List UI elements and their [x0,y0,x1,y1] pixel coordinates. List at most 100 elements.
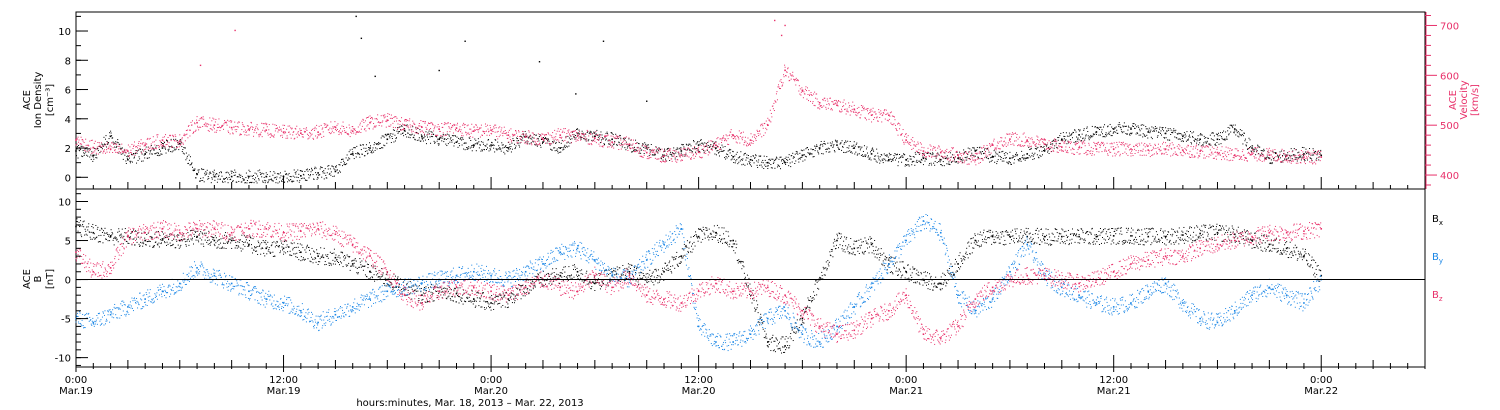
trace-dot [636,142,638,144]
trace-dot [788,154,790,156]
trace-dot [536,140,538,142]
trace-dot [271,135,273,137]
trace-dot [881,154,883,156]
trace-dot [129,162,131,164]
trace-dot [1047,148,1049,150]
trace-dot [814,105,816,107]
trace-dot [1145,128,1147,130]
trace-dot [872,114,874,116]
trace-dot [1244,140,1246,142]
trace-dot [143,150,145,152]
trace-dot [1108,131,1110,133]
trace-dot [853,141,855,143]
trace-dot [1300,159,1302,161]
trace-dot [229,133,231,135]
trace-dot [731,154,733,156]
trace-dot [506,150,508,152]
trace-dot [598,135,600,137]
trace-dot [77,138,79,140]
trace-dot [117,142,119,144]
trace-dot [968,163,970,165]
trace-dot [606,131,608,133]
trace-dot [1197,138,1199,140]
trace-dot [704,146,706,148]
trace-dot [1077,138,1079,140]
trace-dot [563,128,565,130]
trace-dot [478,129,480,131]
trace-dot [96,148,98,150]
trace-dot [439,130,441,132]
trace-dot [746,154,748,156]
trace-dot [482,141,484,143]
trace-dot [945,156,947,158]
trace-dot [660,157,662,159]
trace-dot [1104,149,1106,151]
trace-dot [964,160,966,162]
trace-dot [490,132,492,134]
trace-dot [608,143,610,145]
trace-dot [481,135,483,137]
trace-dot [367,116,369,118]
data-point [922,150,925,152]
trace-dot [502,144,504,146]
trace-dot [1271,156,1273,158]
trace-dot [720,148,722,150]
trace-dot [1290,148,1292,150]
trace-dot [380,115,382,117]
trace-dot [1310,154,1312,156]
trace-dot [769,109,771,111]
trace-dot [736,135,738,137]
trace-dot [558,142,560,144]
trace-dot [458,142,460,144]
trace-dot [1129,152,1131,154]
trace-dot [308,132,310,134]
trace-dot [160,144,162,146]
trace-dot [889,115,891,117]
data-point [818,101,821,104]
trace-dot [490,127,492,129]
trace-dot [185,130,187,132]
trace-dot [1059,149,1061,151]
trace-dot [1311,158,1313,160]
trace-dot [764,122,766,124]
trace-dot [549,144,551,146]
trace-dot [517,143,519,145]
trace-dot [960,158,962,160]
trace-dot [313,178,315,180]
trace-dot [494,139,496,141]
trace-dot [1267,149,1269,151]
trace-dot [216,129,218,131]
trace-dot [823,143,825,145]
trace-dot [1117,146,1119,148]
trace-dot [363,155,365,157]
trace-dot [580,137,582,139]
trace-dot [1209,144,1211,146]
trace-dot [1294,157,1296,159]
trace-dot [1145,154,1147,156]
trace-dot [1290,157,1292,159]
trace-dot [931,164,933,166]
trace-dot [1037,143,1039,145]
trace-dot [913,160,915,162]
trace-dot [1048,152,1050,154]
trace-dot [1224,139,1226,141]
trace-dot [1188,134,1190,136]
trace-dot [993,138,995,140]
trace-dot [683,146,685,148]
trace-dot [131,161,133,163]
trace-dot [696,142,698,144]
trace-dot [802,154,804,156]
trace-dot [788,165,790,167]
trace-dot [859,117,861,119]
trace-dot [220,127,222,129]
trace-dot [557,150,559,152]
trace-dot [595,131,597,133]
trace-dot [1008,140,1010,142]
trace-dot [216,173,218,175]
trace-dot [431,122,433,124]
trace-dot [1087,153,1089,155]
trace-dot [808,90,810,92]
data-point [870,114,873,117]
trace-dot [574,138,576,140]
trace-dot [478,141,480,143]
